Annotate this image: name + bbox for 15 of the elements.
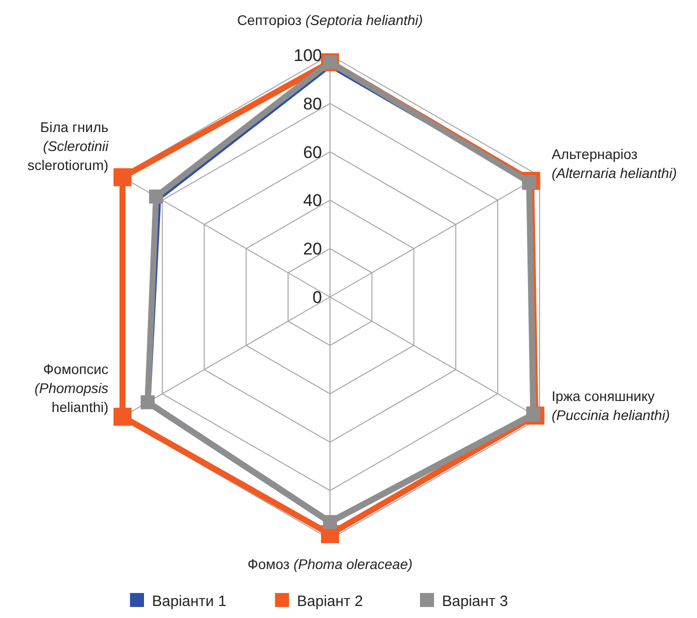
spoke-label: Фомопсис (Phomopsis helianthi) [34,361,108,415]
y-tick-label: 0 [312,288,322,307]
legend-label: Варіант 2 [297,593,364,610]
y-tick-label: 80 [303,94,322,114]
legend-label: Варіант 3 [442,593,508,610]
spoke-label: Фомоз (Phoma oleraceae) [247,556,413,572]
y-tick-label: 60 [303,142,322,162]
spoke-label: Іржа соняшнику (Puccinia helianthi) [552,388,670,423]
spoke-label: Септоріоз (Septoria helianthi) [237,12,423,28]
y-tick-label: 20 [303,240,322,259]
y-tick-label: 40 [303,191,322,210]
spoke-label: Біла гниль (Sclerotinii sclerotiorum) [28,119,110,173]
spoke-label: Альтернаріоз (Alternaria helianthi) [552,146,677,181]
legend-label: Варіанти 1 [152,593,226,610]
y-tick-label: 100 [294,46,322,65]
